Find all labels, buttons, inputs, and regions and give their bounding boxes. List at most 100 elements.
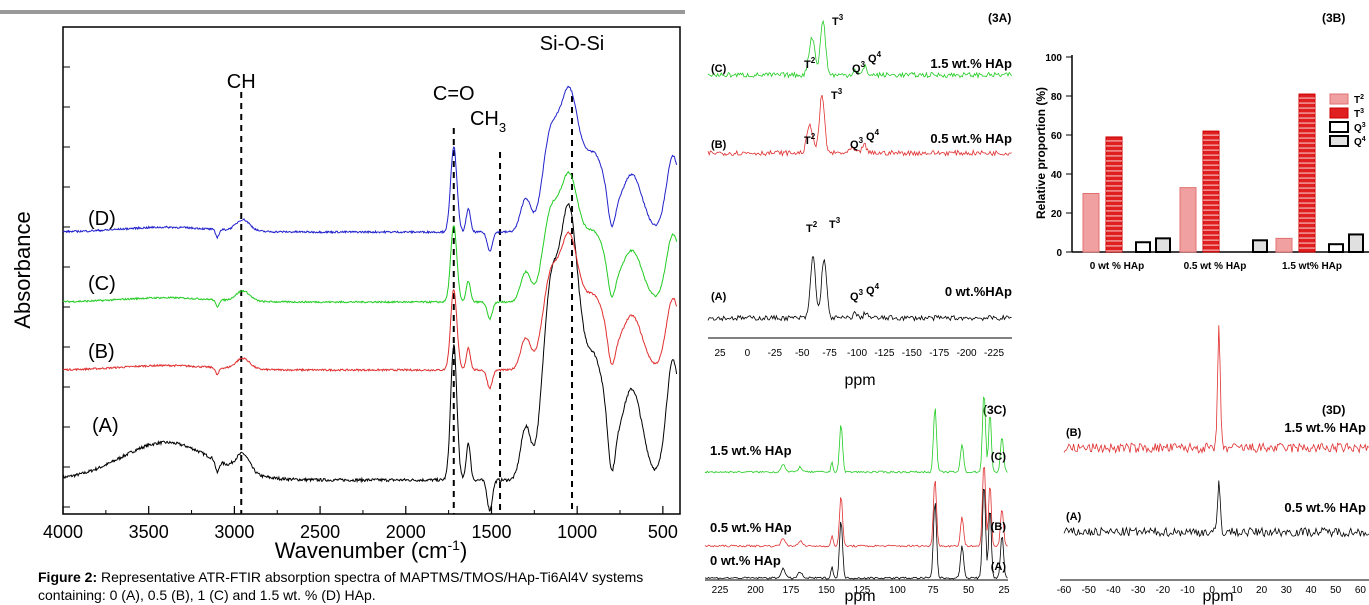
3a-peak-label: T3 <box>829 216 841 231</box>
3b-bar-Q3 <box>1328 243 1344 253</box>
3a-x-ticks: 25 0 -25 -50 -75 -100 -125 -150 -175 -200 -225 <box>714 348 1004 359</box>
peak-letter: T <box>832 16 839 28</box>
3c-series <box>704 396 1008 580</box>
3c-series-name: (B) <box>991 521 1007 533</box>
3c-series-name: (C) <box>991 451 1007 463</box>
3d-x-tick-label: 30 <box>1281 585 1293 596</box>
peak-letter: T <box>804 59 811 71</box>
3a-peak-label: T2 <box>804 132 816 147</box>
caption-text: Representative ATR-FTIR absorption spect… <box>38 569 644 603</box>
peak-index: 4 <box>875 128 880 137</box>
ftir-x-tick-label: 3500 <box>129 522 169 542</box>
3d-series-label: 1.5 wt.% HAp <box>1284 420 1366 435</box>
peak-letter: Q <box>850 291 859 303</box>
3a-x-axis-label: ppm <box>844 372 875 389</box>
3d-x-axis-label: ppm <box>1202 588 1233 605</box>
3b-y-tick-label: 80 <box>1051 92 1063 103</box>
peak-index: 2 <box>811 132 816 141</box>
3b-legend-swatch <box>1329 135 1349 147</box>
panel-label-3b: (3B) <box>1322 11 1345 25</box>
3b-bar-Q4 <box>1252 239 1268 254</box>
3c-x-tick-label: 150 <box>818 585 835 596</box>
ftir-annotation-label: CH <box>227 71 256 93</box>
3b-y-tick-label: 40 <box>1051 170 1063 181</box>
panel-label-3a: (3A) <box>988 11 1011 25</box>
3b-legend-swatch <box>1329 93 1349 105</box>
3b-bar-Q4 <box>1155 237 1171 254</box>
ftir-series-labels: (A) (B) (C) (D) <box>88 208 119 437</box>
peak-letter: T <box>806 223 813 235</box>
3b-category-label: 0.5 wt % HAp <box>1184 261 1247 272</box>
legend-letter: T <box>1354 95 1360 106</box>
3a-x-tick-label: -175 <box>929 348 949 359</box>
3a-series-name: (C) <box>711 63 727 75</box>
3a-peak-label: Q4 <box>866 282 880 297</box>
3b-legend-label: Q3 <box>1354 122 1366 134</box>
ftir-x-tick-label: 3000 <box>214 522 254 542</box>
3b-category-labels: 0 wt % HAp 0.5 wt % HAp 1.5 wt% HAp <box>1090 261 1342 272</box>
3c-series-labels: 1.5 wt.% HAp (C) 0.5 wt.% HAp (B) 0 wt.% HAp… <box>710 443 1006 573</box>
3b-legend-swatch <box>1329 121 1349 133</box>
caption-label: Figure 2: <box>38 569 98 585</box>
3a-series-line-B <box>707 94 1012 158</box>
annotation-text: CH <box>470 108 499 130</box>
3d-x-tick-label: 50 <box>1330 585 1342 596</box>
3c-x-tick-label: 225 <box>712 585 729 596</box>
3c-x-tick-label: 175 <box>783 585 800 596</box>
3d-series-line-B <box>1063 325 1369 455</box>
3b-y-tick-label: 0 <box>1056 248 1062 259</box>
panel-label-3c: (3C) <box>983 403 1006 417</box>
3b-bar-T3 <box>1202 130 1220 253</box>
3a-x-tick-label: -200 <box>957 348 977 359</box>
ftir-series-label: (B) <box>88 341 115 363</box>
legend-letter: T <box>1354 109 1360 120</box>
3b-legend-label: Q4 <box>1354 136 1366 148</box>
3d-x-tick-label: 0 <box>1209 585 1215 596</box>
3c-series-line-C <box>704 396 1008 474</box>
3b-bar-T3 <box>1105 136 1123 253</box>
ftir-x-tick-label: 2500 <box>300 522 340 542</box>
3b-category-label: 1.5 wt% HAp <box>1282 261 1342 272</box>
3b-legend-swatch <box>1329 107 1349 119</box>
3d-x-tick-label: -60 <box>1057 585 1072 596</box>
3a-x-tick-label: -50 <box>795 348 810 359</box>
peak-letter: Q <box>852 63 861 75</box>
legend-index: 4 <box>1362 136 1366 143</box>
3d-series <box>1063 325 1369 538</box>
annotation-subscript: 3 <box>499 120 506 135</box>
ftir-x-axis-label: Wavenumber (cm-1) <box>275 537 468 563</box>
legend-index: 2 <box>1360 94 1364 101</box>
ftir-x-ticks: 4000 3500 3000 2500 2000 1500 1000 500 <box>43 506 678 542</box>
3a-x-tick-label: -225 <box>984 348 1004 359</box>
legend-letter: Q <box>1354 123 1362 134</box>
3a-x-tick-label: -100 <box>847 348 867 359</box>
3a-series-label: 0.5 wt.% HAp <box>930 131 1012 146</box>
3a-series-line-A <box>707 256 1012 322</box>
ftir-annotation-label: C=O <box>433 83 475 105</box>
peak-index: 3 <box>859 288 864 297</box>
3c-series-line-B <box>704 467 1008 548</box>
3a-series <box>707 19 1012 322</box>
peak-letter: T <box>829 219 836 231</box>
3c-x-axis-label: ppm <box>844 588 875 605</box>
nmr-chart-3c: (3C) 225 200 175 150 125 100 75 50 25 1.5 wt.% H… <box>704 396 1010 605</box>
3c-x-tick-label: 75 <box>927 585 939 596</box>
3d-x-tick-label: -50 <box>1081 585 1096 596</box>
3a-peak-label: T3 <box>831 87 843 102</box>
peak-index: 2 <box>811 56 816 65</box>
3d-x-tick-label: -20 <box>1156 585 1171 596</box>
ftir-x-tick-label: 2000 <box>386 522 426 542</box>
peak-index: 2 <box>813 220 818 229</box>
3d-x-tick-label: 20 <box>1256 585 1268 596</box>
3a-peak-label: T2 <box>804 56 816 71</box>
ftir-x-tick-label: 4000 <box>43 522 83 542</box>
3a-peak-label: Q3 <box>850 136 864 151</box>
peak-index: 4 <box>877 50 882 59</box>
figure-caption: Figure 2: Representative ATR-FTIR absorp… <box>38 568 698 604</box>
3a-series-label: 1.5 wt.% HAp <box>930 56 1012 71</box>
3a-x-tick-label: 25 <box>714 348 726 359</box>
3d-x-tick-label: 40 <box>1305 585 1317 596</box>
